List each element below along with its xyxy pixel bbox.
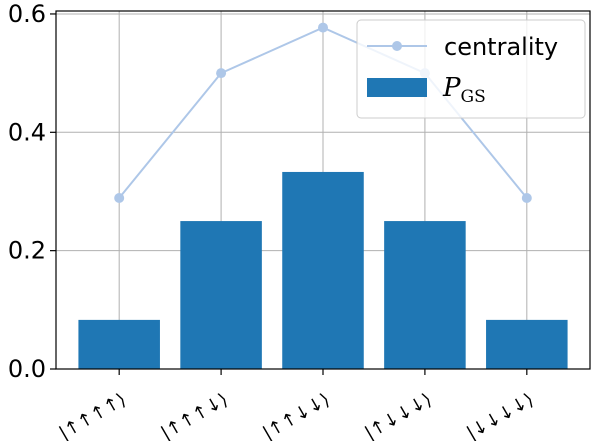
centrality-point — [318, 22, 328, 33]
bars — [78, 171, 568, 369]
centrality-point — [216, 68, 227, 79]
xtick-label: |↑↑↓↓⟩ — [259, 389, 333, 441]
legend-pgs-label-main: P — [442, 73, 461, 103]
xtick-label: |↓↓↓↓⟩ — [463, 389, 537, 441]
ytick-label: 0.4 — [8, 118, 46, 146]
xtick-label: |↑↑↑↑⟩ — [56, 389, 130, 441]
centrality-point — [521, 192, 532, 203]
bar — [180, 221, 262, 369]
bar — [78, 319, 160, 369]
legend-centrality-label: centrality — [444, 33, 558, 61]
bar — [282, 171, 364, 369]
xtick-label: |↑↑↑↓⟩ — [158, 389, 232, 441]
ytick-label: 0.6 — [8, 0, 46, 28]
bar — [384, 221, 466, 369]
legend-pgs-swatch-icon — [367, 78, 427, 97]
legend-centrality-marker-icon — [392, 41, 402, 51]
ytick-label: 0.2 — [8, 237, 46, 265]
centrality-point — [114, 192, 125, 203]
y-axis: 0.0 0.2 0.4 0.6 — [8, 0, 56, 383]
legend-pgs-label: PGS — [442, 73, 486, 107]
legend-pgs-label-sub: GS — [461, 87, 486, 107]
legend: centrality PGS — [356, 19, 586, 119]
bar — [486, 319, 568, 369]
ytick-label: 0.0 — [8, 355, 46, 383]
x-axis: |↑↑↑↑⟩ |↑↑↑↓⟩ |↑↑↓↓⟩ |↑↓↓↓⟩ |↓↓↓↓⟩ — [56, 369, 537, 441]
xtick-label: |↑↓↓↓⟩ — [361, 389, 435, 441]
